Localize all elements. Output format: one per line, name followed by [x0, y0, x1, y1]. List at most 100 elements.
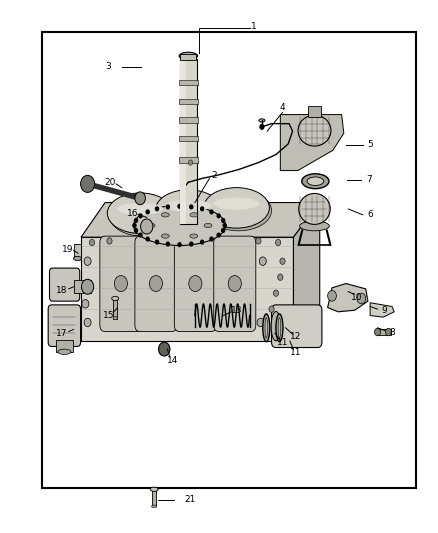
Bar: [42, 32, 416, 488]
Ellipse shape: [228, 276, 241, 292]
Bar: [308, 106, 321, 117]
Circle shape: [134, 219, 138, 222]
Circle shape: [222, 229, 225, 232]
Ellipse shape: [134, 205, 226, 245]
Text: 15: 15: [103, 311, 114, 320]
Polygon shape: [293, 203, 320, 341]
Ellipse shape: [117, 203, 163, 215]
Ellipse shape: [299, 193, 330, 224]
Circle shape: [84, 318, 91, 327]
Ellipse shape: [204, 188, 269, 228]
Circle shape: [146, 210, 149, 214]
Circle shape: [273, 290, 279, 296]
Ellipse shape: [206, 190, 272, 231]
Ellipse shape: [74, 256, 81, 261]
Text: 17: 17: [57, 329, 68, 337]
Bar: [179, 157, 198, 163]
Circle shape: [223, 224, 226, 227]
FancyBboxPatch shape: [174, 236, 216, 332]
Text: 7: 7: [366, 175, 372, 184]
Ellipse shape: [149, 276, 162, 292]
Bar: [377, 329, 391, 335]
Text: 11: 11: [290, 349, 301, 357]
Circle shape: [81, 175, 95, 192]
Circle shape: [107, 238, 112, 244]
Bar: [152, 489, 156, 506]
Circle shape: [134, 229, 138, 232]
Circle shape: [276, 239, 281, 246]
Circle shape: [139, 233, 142, 237]
Text: 16: 16: [127, 209, 138, 217]
Circle shape: [328, 290, 336, 301]
Ellipse shape: [190, 234, 198, 238]
Bar: [179, 117, 198, 123]
Bar: [179, 136, 198, 141]
FancyBboxPatch shape: [214, 236, 256, 332]
Ellipse shape: [152, 505, 157, 507]
Circle shape: [190, 242, 193, 246]
Text: 10: 10: [351, 293, 363, 302]
FancyBboxPatch shape: [135, 236, 177, 332]
Bar: [74, 244, 81, 259]
Circle shape: [159, 342, 170, 356]
Ellipse shape: [107, 193, 173, 233]
Circle shape: [178, 205, 181, 208]
Bar: [180, 54, 196, 60]
Polygon shape: [81, 237, 293, 341]
Ellipse shape: [155, 190, 221, 230]
Ellipse shape: [190, 213, 198, 217]
Circle shape: [178, 243, 181, 247]
Circle shape: [135, 192, 145, 205]
Ellipse shape: [189, 276, 202, 292]
Text: 14: 14: [167, 357, 179, 365]
Text: 9: 9: [381, 306, 388, 314]
FancyBboxPatch shape: [49, 268, 80, 301]
Circle shape: [188, 160, 193, 165]
Circle shape: [81, 279, 94, 294]
Circle shape: [82, 300, 89, 308]
Circle shape: [217, 233, 220, 237]
Ellipse shape: [298, 115, 331, 146]
Circle shape: [280, 258, 285, 264]
Circle shape: [133, 224, 136, 227]
Circle shape: [278, 274, 283, 280]
Circle shape: [89, 239, 95, 246]
Text: 20: 20: [105, 178, 116, 187]
Bar: [56, 340, 73, 352]
Ellipse shape: [179, 52, 198, 60]
Circle shape: [269, 306, 274, 312]
Ellipse shape: [302, 174, 329, 189]
Ellipse shape: [265, 318, 268, 338]
Ellipse shape: [259, 119, 265, 122]
Ellipse shape: [166, 200, 211, 212]
Text: 8: 8: [389, 328, 395, 336]
Text: 12: 12: [290, 333, 301, 341]
Text: 11: 11: [277, 338, 288, 347]
Text: 5: 5: [367, 141, 373, 149]
Bar: [179, 80, 198, 85]
Circle shape: [217, 214, 220, 217]
Bar: [180, 59, 197, 224]
Circle shape: [257, 318, 264, 327]
Ellipse shape: [112, 296, 119, 301]
Circle shape: [201, 240, 204, 244]
Ellipse shape: [110, 196, 175, 236]
Circle shape: [201, 207, 204, 211]
Bar: [74, 280, 91, 293]
Circle shape: [166, 205, 170, 209]
Ellipse shape: [263, 314, 270, 342]
Ellipse shape: [307, 177, 324, 185]
Circle shape: [210, 210, 213, 214]
Polygon shape: [328, 284, 368, 312]
Circle shape: [84, 257, 91, 265]
Text: 4: 4: [280, 103, 285, 112]
Polygon shape: [81, 203, 320, 237]
Text: 2: 2: [212, 172, 217, 180]
Text: 19: 19: [62, 245, 74, 254]
Circle shape: [385, 328, 392, 336]
Text: 6: 6: [367, 211, 373, 219]
Circle shape: [210, 237, 213, 241]
FancyBboxPatch shape: [48, 305, 81, 346]
Circle shape: [155, 240, 159, 244]
Ellipse shape: [204, 223, 212, 228]
